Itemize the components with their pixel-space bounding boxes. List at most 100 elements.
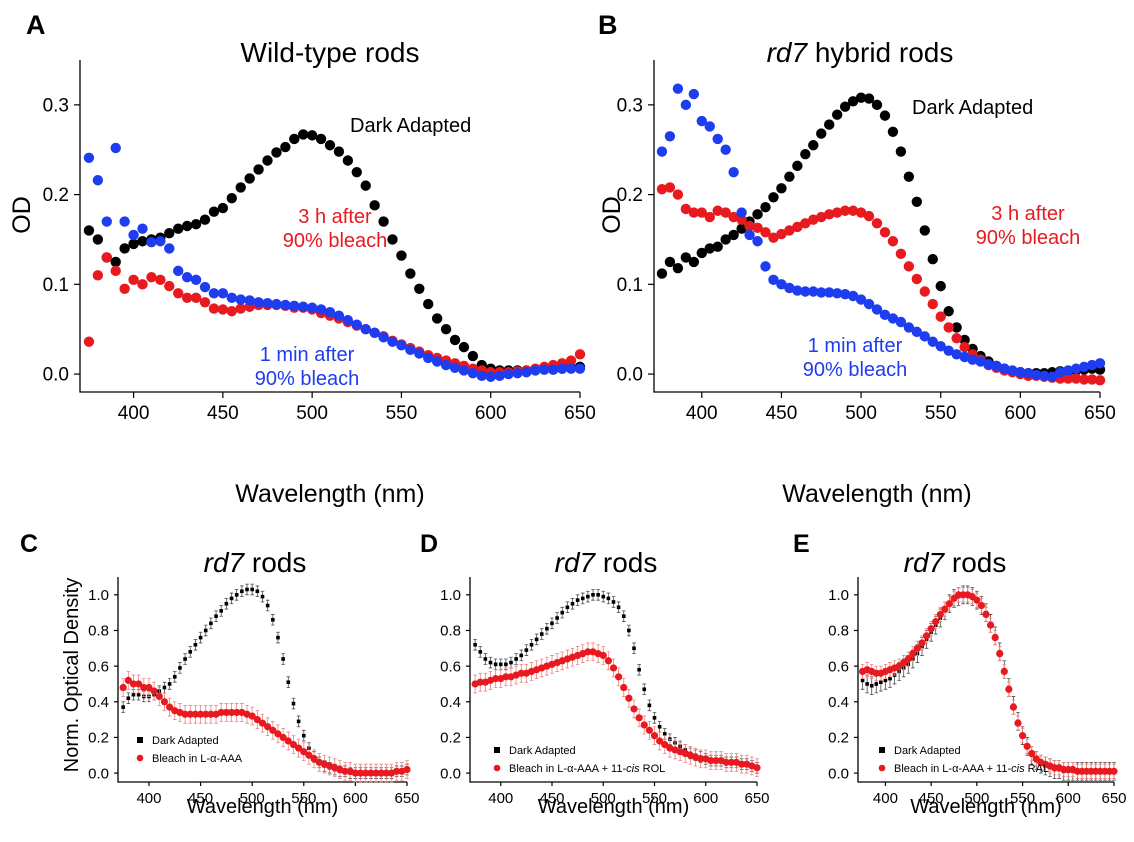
data-point (315, 133, 327, 145)
x-tick-label: 450 (539, 790, 564, 807)
data-point (792, 160, 803, 172)
data-point (824, 119, 835, 130)
data-point (199, 281, 211, 293)
data-point (227, 708, 236, 717)
data-point (121, 705, 125, 709)
y-tick-label: 0.0 (828, 765, 849, 782)
data-point (720, 234, 731, 245)
legend-marker (878, 764, 886, 772)
data-point (904, 655, 912, 663)
data-point (831, 207, 843, 218)
data-point (219, 609, 224, 613)
data-point (245, 587, 249, 592)
x-tick-label: 550 (1010, 790, 1035, 807)
data-point (324, 140, 336, 151)
data-point (951, 322, 962, 333)
data-point (712, 241, 723, 252)
y-tick-label: 0.2 (88, 730, 109, 747)
data-point (539, 632, 544, 636)
data-point (414, 348, 425, 359)
data-point (800, 218, 811, 229)
data-point (342, 155, 354, 166)
data-point (922, 632, 931, 640)
data-point (839, 101, 851, 112)
data-point (1062, 373, 1074, 384)
data-point (306, 130, 318, 141)
data-point (604, 657, 612, 665)
data-point (991, 634, 999, 642)
data-point (492, 675, 500, 683)
data-point (396, 340, 407, 351)
x-tick-label: 400 (873, 790, 898, 807)
data-point (808, 286, 819, 297)
annotation-label: 90% bleach (976, 227, 1081, 249)
data-point (473, 642, 477, 647)
data-point (816, 287, 827, 298)
data-point (664, 256, 676, 268)
y-tick-label: 0.8 (88, 623, 109, 640)
data-point (524, 648, 529, 652)
data-point (982, 610, 990, 619)
data-point (808, 214, 819, 225)
data-point (207, 710, 215, 718)
y-tick-label: 0.8 (440, 623, 461, 640)
legend-label: Bleach in L-α-AAA (152, 753, 243, 765)
data-point (478, 650, 483, 654)
data-point (776, 228, 787, 240)
chart-title-text: rods (603, 547, 657, 578)
data-point (190, 292, 202, 303)
data-point (847, 290, 859, 302)
data-point (124, 676, 132, 684)
data-point (1023, 742, 1031, 750)
data-point (476, 678, 484, 686)
y-tick-label: 0.2 (440, 730, 461, 747)
x-tick-label: 400 (488, 790, 513, 807)
y-tick-label: 0.0 (88, 765, 109, 782)
data-point (173, 265, 184, 277)
data-point (253, 297, 264, 308)
data-point (712, 757, 720, 765)
data-point (234, 593, 239, 597)
data-point (927, 336, 938, 347)
data-point (943, 345, 954, 356)
data-point (704, 211, 715, 223)
data-point (574, 363, 586, 374)
y-tick-label: 0.2 (617, 185, 643, 206)
data-point (164, 227, 175, 239)
data-point (494, 370, 505, 382)
chart-title-italic: rd7 (204, 547, 246, 578)
data-point (704, 243, 715, 254)
chart-title: rd7 hybrid rods (767, 37, 954, 68)
data-point (83, 336, 95, 347)
data-point (235, 303, 246, 314)
data-point (181, 271, 193, 283)
data-point (935, 341, 946, 352)
data-point (656, 184, 668, 195)
data-point (784, 171, 795, 182)
y-axis-title: Norm. Optical Density (61, 578, 83, 773)
y-tick-label: 0.1 (43, 275, 69, 296)
data-point (839, 288, 851, 300)
data-point (1110, 767, 1118, 775)
data-point (879, 309, 891, 321)
data-point (879, 680, 883, 684)
y-tick-label: 0.6 (88, 658, 109, 675)
data-point (707, 757, 715, 765)
data-point (164, 280, 175, 292)
data-point (887, 313, 899, 324)
data-point (895, 146, 907, 157)
data-point (217, 708, 225, 717)
y-tick-label: 1.0 (440, 587, 461, 604)
data-point (565, 355, 577, 366)
data-point (199, 297, 211, 308)
data-point (831, 288, 843, 299)
data-point (92, 175, 104, 186)
data-point (128, 274, 139, 286)
data-point (431, 313, 443, 324)
x-tick-label: 650 (564, 403, 596, 424)
x-tick-label: 650 (1084, 403, 1116, 424)
data-point (485, 371, 496, 382)
chart-title-italic: rd7 (555, 547, 597, 578)
